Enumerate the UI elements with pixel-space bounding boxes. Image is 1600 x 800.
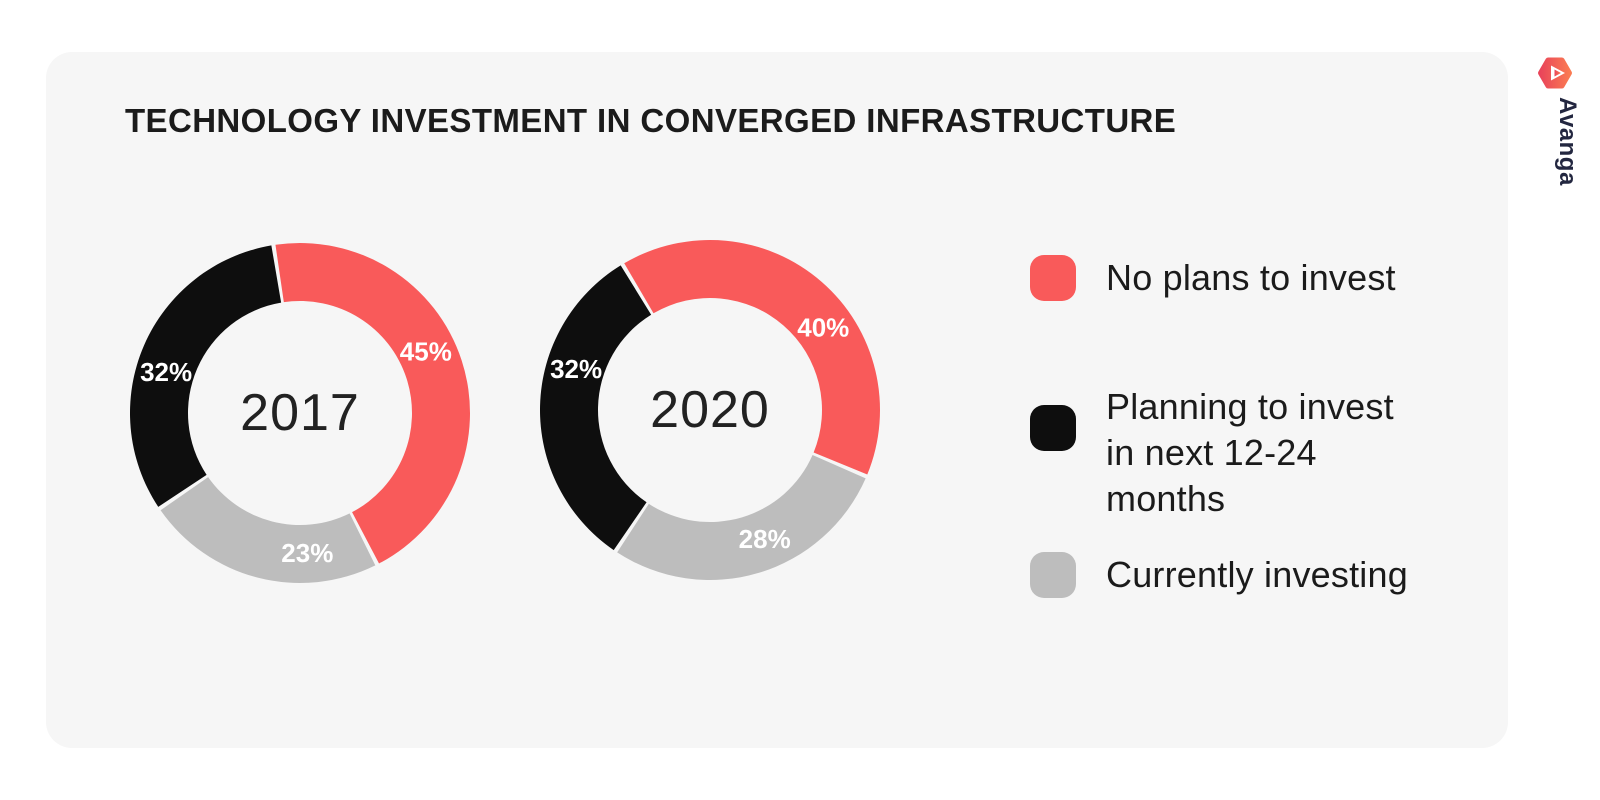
donut-slice [540, 265, 652, 551]
slice-value-label: 32% [140, 357, 192, 387]
donut-slice [275, 243, 470, 564]
legend-swatch-planning [1030, 405, 1076, 451]
infographic-card: TECHNOLOGY INVESTMENT IN CONVERGED INFRA… [46, 52, 1508, 748]
donut-slice [160, 477, 376, 583]
legend-label-planning: Planning to invest in next 12-24 months [1106, 386, 1394, 519]
donut-center-year: 2020 [650, 381, 770, 439]
donut-chart-2020: 40% 28% 32% 2020 [540, 239, 880, 580]
donut-slice [617, 455, 866, 580]
slice-value-label: 32% [550, 354, 602, 384]
legend-item-planning: Planning to invest in next 12-24 months [1030, 384, 1406, 522]
logo-play-inner-triangle [1554, 69, 1561, 77]
brand-name: Avanga [1554, 97, 1581, 186]
legend-swatch-currently [1030, 551, 1076, 598]
donut-slice [130, 245, 282, 507]
legend-item-no-plans: No plans to invest [1030, 254, 1396, 301]
brand-mark: Avanga [1537, 55, 1587, 305]
legend-label-currently: Currently investing [1106, 553, 1408, 595]
donut-slice [624, 239, 880, 475]
legend-item-currently: Currently investing [1030, 551, 1408, 598]
legend-label-no-plans: No plans to invest [1106, 256, 1396, 298]
slice-value-label: 45% [400, 337, 452, 367]
donut-center-year: 2017 [240, 384, 360, 442]
slice-value-label: 40% [797, 313, 849, 343]
slice-value-label: 28% [739, 524, 791, 554]
donut-chart-2017: 45% 23% 32% 2017 [130, 243, 470, 583]
slice-value-label: 23% [281, 538, 333, 568]
avanga-logo-icon [1538, 57, 1572, 89]
legend-swatch-no-plans [1030, 254, 1076, 301]
chart-title: TECHNOLOGY INVESTMENT IN CONVERGED INFRA… [125, 102, 1177, 139]
